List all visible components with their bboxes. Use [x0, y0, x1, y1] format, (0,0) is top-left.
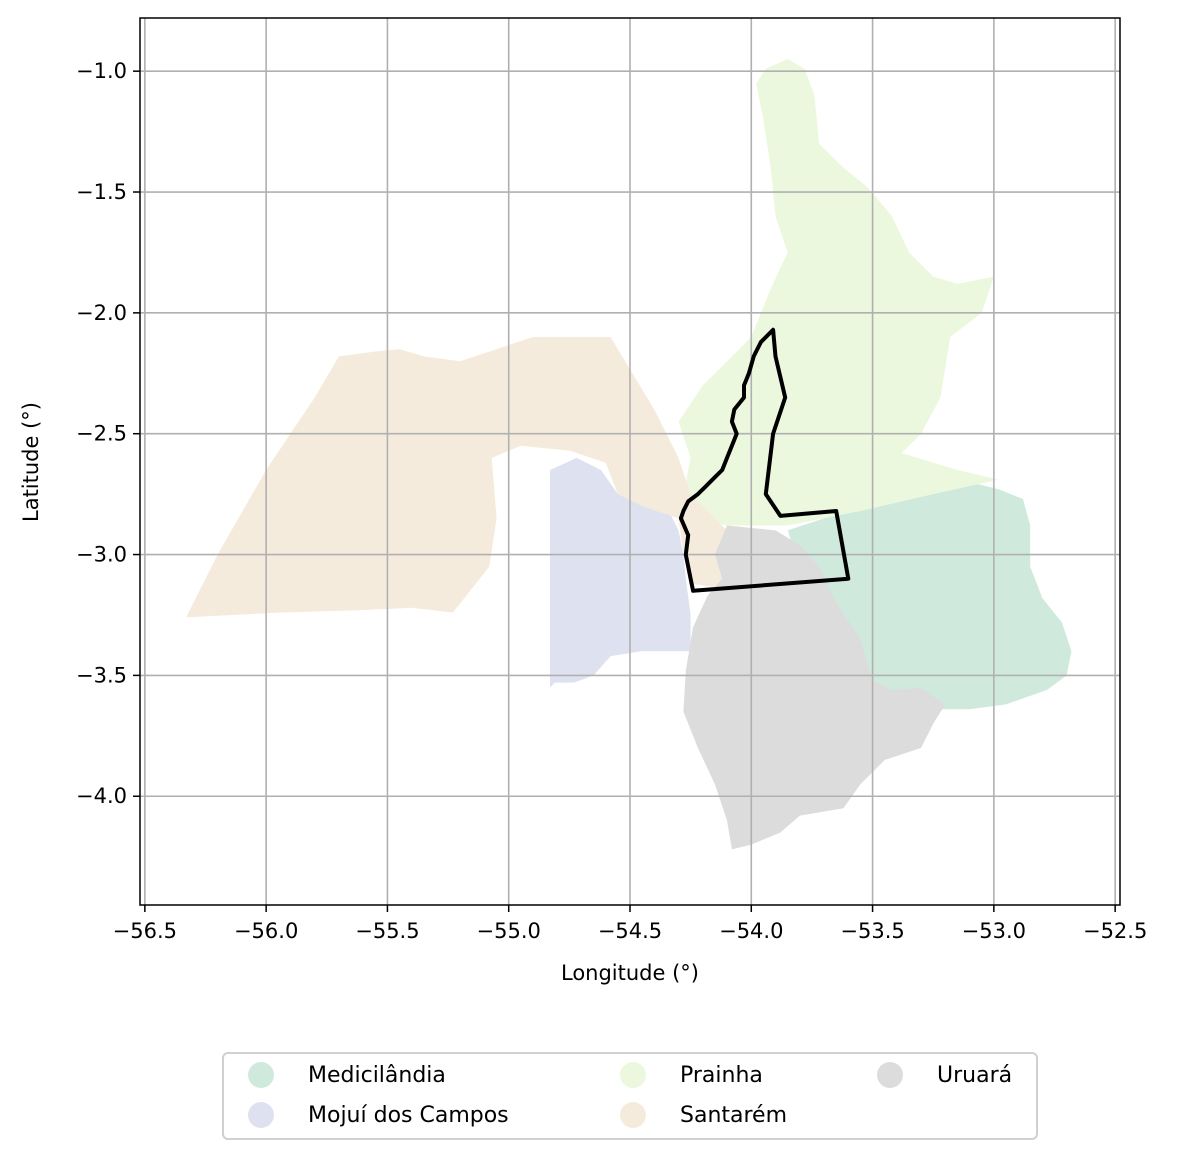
highlighted-area-outline — [678, 327, 851, 593]
x-tick-label: −56.0 — [234, 919, 298, 943]
legend-label-prainha: Prainha — [680, 1062, 763, 1088]
region-santarem — [186, 337, 740, 618]
legend-item-prainha: Prainha — [620, 1060, 763, 1090]
ticks-layer: −56.5 −56.0 −55.5 −55.0 −54.5 −54.0 −53.5 −53.0… — [76, 59, 1147, 943]
y-tick-label: −1.5 — [76, 180, 127, 204]
region-uruara — [683, 525, 946, 850]
y-tick-label: −2.5 — [76, 422, 127, 446]
x-tick-label: −56.5 — [113, 919, 177, 943]
y-tick-label: −1.0 — [76, 59, 127, 83]
x-axis-label: Longitude (°) — [561, 961, 699, 985]
outline-layer — [678, 327, 851, 593]
legend-item-santarem: Santarém — [620, 1100, 787, 1130]
legend-swatch-uruara — [877, 1062, 903, 1088]
x-tick-label: −54.0 — [719, 919, 783, 943]
legend-label-mojui-dos-campos: Mojuí dos Campos — [308, 1102, 509, 1128]
legend-item-mojui-dos-campos: Mojuí dos Campos — [248, 1100, 509, 1130]
legend: Medicilândia Prainha Uruará Mojuí dos Ca… — [222, 1052, 1038, 1140]
legend-item-uruara: Uruará — [877, 1060, 1012, 1090]
legend-swatch-prainha — [620, 1062, 646, 1088]
legend-item-medicilandia: Medicilândia — [248, 1060, 446, 1090]
legend-swatch-medicilandia — [248, 1062, 274, 1088]
grid-layer — [140, 18, 1120, 905]
x-tick-label: −55.5 — [355, 919, 419, 943]
legend-label-santarem: Santarém — [680, 1102, 788, 1128]
legend-label-uruara: Uruará — [937, 1062, 1013, 1088]
legend-swatch-santarem — [620, 1102, 646, 1128]
legend-swatch-mojui-dos-campos — [248, 1102, 274, 1128]
x-tick-label: −55.0 — [477, 919, 541, 943]
legend-label-medicilandia: Medicilândia — [308, 1062, 446, 1088]
y-tick-label: −2.0 — [76, 301, 127, 325]
x-tick-label: −53.0 — [962, 919, 1026, 943]
x-tick-label: −52.5 — [1083, 919, 1147, 943]
x-tick-label: −54.5 — [598, 919, 662, 943]
y-tick-label: −3.5 — [76, 663, 127, 687]
region-mojui-dos-campos — [550, 457, 691, 688]
x-tick-label: −53.5 — [840, 919, 904, 943]
y-tick-label: −4.0 — [76, 784, 127, 808]
y-tick-label: −3.0 — [76, 543, 127, 567]
regions-layer — [186, 59, 1072, 850]
map-chart: −56.5 −56.0 −55.5 −55.0 −54.5 −54.0 −53.5 −53.0… — [19, 17, 1147, 985]
region-prainha — [678, 59, 999, 526]
y-axis-label: Latitude (°) — [19, 402, 43, 522]
